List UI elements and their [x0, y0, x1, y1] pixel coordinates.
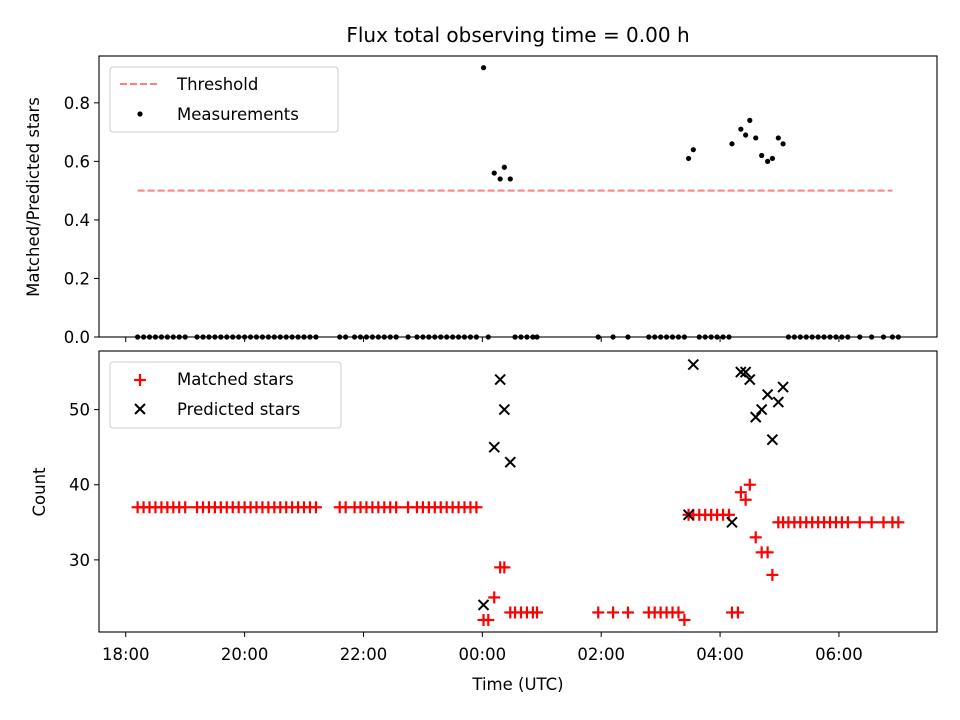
x-tick-label: 20:00 — [221, 645, 269, 664]
measurement-point — [491, 170, 497, 176]
x-tick-label: 22:00 — [340, 645, 388, 664]
predicted-point — [504, 456, 516, 468]
top-y-tick-label: 0.6 — [64, 152, 90, 171]
matched-point — [672, 606, 685, 619]
measurement-point — [729, 141, 735, 147]
matched-point — [498, 561, 511, 574]
matched-point — [749, 531, 762, 544]
x-axis-label: Time (UTC) — [471, 675, 563, 694]
matched-point — [892, 516, 905, 529]
top-y-axis-label: Matched/Predicted stars — [24, 97, 43, 297]
bottom-plot-frame — [98, 350, 938, 633]
matched-point — [531, 606, 544, 619]
measurement-point — [780, 141, 786, 147]
bottom-y-tick-label: 50 — [69, 401, 90, 420]
measurement-point — [769, 155, 775, 162]
predicted-point — [726, 516, 738, 529]
matched-point — [179, 501, 192, 514]
predicted-point — [761, 388, 774, 401]
bottom-legend-box — [109, 361, 342, 429]
measurement-point — [497, 176, 503, 182]
chart-title: Flux total observing time = 0.00 h — [346, 23, 689, 47]
measurement-point — [480, 65, 487, 71]
top-legend-box — [109, 66, 339, 133]
measurement-point — [743, 132, 749, 138]
measurement-point — [753, 135, 759, 141]
measurement-point — [507, 176, 513, 182]
matched-point — [731, 606, 744, 619]
predicted-point — [477, 599, 490, 611]
panel-top: 0.00.20.40.60.8 Matched/Predicted stars … — [24, 55, 938, 347]
matched-legend-marker — [134, 374, 146, 386]
predicted-point — [498, 403, 511, 416]
bottom-axes: 30 40 50 18:00 20:00 22:00 00:00 02:00 04:00 06:0… — [69, 401, 863, 664]
matched-point — [766, 568, 779, 581]
predicted-point — [488, 441, 500, 453]
matched-point — [678, 613, 691, 626]
matched-point — [865, 516, 878, 529]
matched-point — [621, 606, 634, 619]
measurements-legend-marker — [137, 111, 143, 117]
bottom-plot-marks — [131, 358, 905, 626]
measurement-point — [501, 164, 507, 170]
matched-point — [743, 478, 756, 491]
bottom-legend: Matched stars Predicted stars — [109, 361, 342, 429]
top-y-tick-label: 0.4 — [64, 211, 90, 230]
top-axes: 0.0 0.2 0.4 0.6 0.8 — [64, 94, 840, 347]
x-tick-label: 02:00 — [577, 645, 625, 664]
predicted-point — [755, 403, 768, 416]
measurement-point — [775, 135, 781, 141]
matched-legend-label: Matched stars — [177, 370, 294, 389]
predicted-point — [494, 373, 506, 386]
top-legend: Threshold Measurements — [109, 66, 339, 133]
x-tick-label: 18:00 — [102, 645, 150, 664]
x-tick-label: 06:00 — [815, 645, 863, 664]
measurement-point — [765, 158, 771, 164]
matched-point — [470, 501, 483, 514]
matched-point — [309, 501, 322, 514]
matched-point — [761, 546, 774, 559]
panel-bottom: 30 40 50 18:00 20:00 22:00 00:00 02:00 04:00 06:0… — [30, 350, 938, 694]
predicted-point — [772, 396, 785, 408]
matched-point — [739, 493, 752, 506]
top-plot-frame — [98, 55, 938, 338]
top-plot-marks — [135, 65, 901, 340]
matched-point — [734, 486, 747, 499]
threshold-legend-label: Threshold — [176, 75, 258, 94]
top-y-tick-label: 0.8 — [64, 94, 90, 113]
predicted-point — [744, 373, 756, 386]
measurement-point — [738, 126, 744, 132]
predicted-point — [766, 433, 779, 446]
top-y-tick-label: 0.2 — [64, 269, 90, 288]
predicted-point — [687, 358, 700, 371]
predicted-point — [750, 411, 762, 423]
measurement-point — [747, 117, 753, 123]
bottom-y-tick-label: 40 — [69, 476, 90, 495]
matched-point — [853, 516, 866, 529]
measurements-legend-label: Measurements — [177, 105, 299, 124]
top-y-tick-label: 0.0 — [64, 328, 90, 347]
matched-point — [841, 516, 854, 529]
predicted-legend-marker — [134, 403, 146, 415]
measurement-point — [759, 152, 765, 159]
x-tick-label: 04:00 — [696, 645, 744, 664]
matched-point — [607, 606, 620, 619]
matched-point — [592, 606, 605, 619]
bottom-y-tick-label: 30 — [69, 551, 90, 570]
measurement-point — [685, 155, 692, 162]
predicted-point — [739, 366, 752, 378]
measurement-point — [690, 147, 696, 153]
x-tick-label: 00:00 — [459, 645, 507, 664]
predicted-legend-label: Predicted stars — [177, 400, 300, 419]
predicted-point — [777, 381, 789, 393]
predicted-point — [682, 509, 695, 521]
matched-point — [488, 591, 501, 604]
matched-point — [482, 613, 495, 626]
bottom-y-axis-label: Count — [30, 467, 49, 517]
matched-point — [390, 501, 403, 514]
